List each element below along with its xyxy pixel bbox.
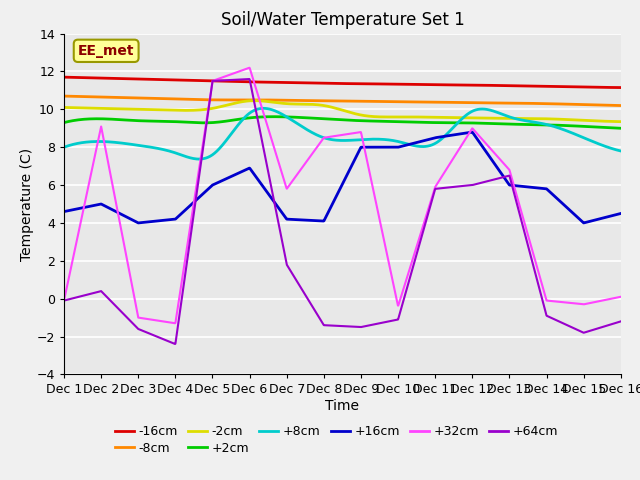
Line: +2cm: +2cm (64, 117, 621, 128)
-2cm (393, 114, 401, 120)
+32cm (297, 167, 305, 172)
+2cm (362, 118, 370, 124)
+8cm (617, 148, 625, 154)
+64cm (126, 317, 134, 323)
+16cm (60, 209, 68, 215)
+8cm (519, 117, 527, 123)
+32cm (308, 150, 316, 156)
+8cm (327, 137, 335, 143)
+2cm (518, 121, 525, 127)
Title: Soil/Water Temperature Set 1: Soil/Water Temperature Set 1 (221, 11, 464, 29)
+64cm (103, 294, 111, 300)
+16cm (378, 144, 385, 150)
-8cm (617, 103, 625, 108)
X-axis label: Time: Time (325, 399, 360, 413)
-8cm (362, 98, 369, 104)
+8cm (330, 137, 338, 143)
+8cm (60, 144, 68, 150)
-16cm (324, 81, 332, 86)
-2cm (617, 119, 625, 124)
-2cm (60, 105, 68, 110)
-2cm (362, 113, 370, 119)
+32cm (103, 154, 111, 160)
-8cm (324, 98, 332, 104)
-8cm (60, 93, 68, 99)
+32cm (319, 137, 326, 143)
+8cm (364, 136, 371, 142)
+64cm (172, 341, 179, 347)
Text: EE_met: EE_met (78, 44, 134, 58)
-16cm (392, 81, 399, 87)
-8cm (328, 98, 335, 104)
+2cm (60, 120, 68, 125)
-16cm (328, 81, 335, 86)
+32cm (617, 294, 625, 300)
+16cm (103, 204, 111, 210)
-8cm (392, 99, 399, 105)
-2cm (326, 104, 333, 109)
+16cm (126, 216, 134, 221)
-2cm (251, 98, 259, 104)
+32cm (172, 320, 179, 326)
+2cm (617, 125, 625, 131)
+16cm (308, 217, 316, 223)
+64cm (297, 285, 305, 291)
Line: +8cm: +8cm (64, 108, 621, 159)
+16cm (134, 220, 142, 226)
-16cm (362, 81, 369, 87)
+2cm (329, 117, 337, 122)
+32cm (246, 65, 253, 71)
-16cm (516, 83, 524, 89)
-2cm (518, 116, 525, 121)
-16cm (60, 74, 68, 80)
Y-axis label: Temperature (C): Temperature (C) (20, 147, 34, 261)
+16cm (468, 129, 476, 135)
+2cm (326, 116, 333, 122)
+16cm (617, 211, 625, 216)
Line: -8cm: -8cm (64, 96, 621, 106)
+8cm (195, 156, 203, 162)
Legend: -16cm, -8cm, -2cm, +2cm, +8cm, +16cm, +32cm, +64cm: -16cm, -8cm, -2cm, +2cm, +8cm, +16cm, +3… (115, 425, 559, 455)
-16cm (617, 84, 625, 90)
Line: +32cm: +32cm (64, 68, 621, 323)
-2cm (605, 119, 612, 124)
Line: +64cm: +64cm (64, 79, 621, 344)
+16cm (318, 218, 326, 224)
+32cm (60, 298, 68, 303)
+64cm (378, 320, 385, 326)
Line: -16cm: -16cm (64, 77, 621, 87)
+32cm (378, 226, 385, 232)
Line: -2cm: -2cm (64, 101, 621, 121)
+8cm (394, 139, 401, 144)
+16cm (297, 217, 305, 223)
+8cm (606, 145, 614, 151)
+64cm (308, 304, 316, 310)
+2cm (270, 114, 278, 120)
-8cm (604, 102, 611, 108)
-8cm (516, 100, 524, 106)
-16cm (604, 84, 611, 90)
+64cm (246, 76, 253, 82)
+2cm (605, 125, 612, 131)
+64cm (319, 320, 326, 326)
+8cm (260, 106, 268, 111)
-2cm (329, 105, 337, 110)
+64cm (617, 319, 625, 324)
Line: +16cm: +16cm (64, 132, 621, 223)
+64cm (60, 298, 68, 303)
+2cm (393, 119, 401, 124)
+32cm (126, 271, 134, 277)
